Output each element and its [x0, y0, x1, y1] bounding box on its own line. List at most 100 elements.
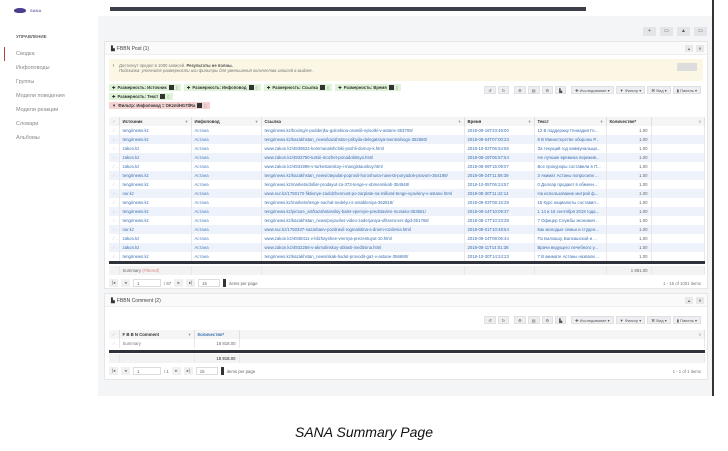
column-header[interactable]: F B B N Comment ▾ — [119, 330, 195, 339]
horizontal-scrollbar[interactable] — [109, 350, 705, 353]
close-button[interactable]: ✕ — [696, 45, 704, 52]
undo-button[interactable]: ↺ — [484, 316, 496, 324]
column-header[interactable]: Источник ▾ — [119, 117, 192, 126]
sidebar-item[interactable]: Модели реакции — [16, 107, 59, 113]
column-header[interactable]: Время ▾ — [464, 117, 535, 126]
table-row[interactable]: ✓ zakon.kz Астана www.zakon.kz/4939622-komm… — [109, 144, 705, 153]
row-checkbox[interactable]: ✓ — [109, 189, 120, 198]
filter-chip[interactable]: ▼ Фильтр: Инфоповод = OKzmlHG7tlRa ▯ — [109, 102, 210, 109]
filter-dropdown[interactable]: ▼ Фильтр ▾ — [615, 316, 646, 324]
dimension-chip[interactable]: ✚ Размерность: Источник ▯ — [109, 84, 181, 91]
table-button[interactable]: ▤ — [527, 316, 540, 324]
redo-button[interactable]: ↻ — [497, 316, 510, 324]
table-row[interactable]: ✓ tengrinews.kz Астана tengrinews.kz/market… — [109, 180, 705, 189]
remove-icon[interactable]: ▯ — [167, 94, 170, 99]
dimension-chip[interactable]: ✚ Размерность: Время ▯ — [335, 84, 402, 91]
next-page-button[interactable]: ▸ — [174, 279, 184, 287]
row-checkbox[interactable]: ✓ — [109, 198, 120, 207]
row-checkbox[interactable]: ✓ — [109, 126, 120, 135]
column-header[interactable]: Текст ▾ — [534, 117, 607, 126]
settings-button[interactable]: ⚙ — [514, 86, 526, 94]
column-header[interactable]: Количество* — [194, 330, 240, 339]
table-button[interactable]: ▤ — [527, 86, 540, 94]
last-page-button[interactable]: ▸| — [186, 279, 196, 287]
chart-button[interactable]: ▙ — [555, 316, 567, 324]
remove-icon[interactable]: ▯ — [395, 85, 399, 90]
view-dropdown[interactable]: ⌘ Вид ▾ — [647, 316, 671, 324]
close-button[interactable]: ✕ — [696, 297, 704, 304]
select-all-checkbox[interactable]: ✓ — [109, 117, 120, 126]
row-checkbox[interactable]: ✓ — [109, 216, 120, 225]
panel-dropdown[interactable]: ▮ Панель ▾ — [672, 86, 701, 94]
per-page-select[interactable]: 15 — [195, 367, 218, 375]
collapse-button[interactable]: ▴ — [685, 45, 693, 52]
filter-dropdown[interactable]: ▼ Фильтр ▾ — [615, 86, 646, 94]
settings-icon[interactable] — [197, 103, 203, 108]
settings-icon[interactable] — [319, 85, 325, 90]
table-row[interactable]: ✓ zakon.kz Астана www.zakon.kz/4932750-turt… — [109, 153, 705, 162]
settings-icon[interactable] — [388, 85, 394, 90]
next-page-button[interactable]: ▸ — [171, 367, 181, 375]
redo-button[interactable]: ↻ — [497, 86, 510, 94]
vertical-scrollbar[interactable] — [712, 0, 714, 396]
sidebar-item[interactable]: Словари — [16, 121, 39, 127]
table-row[interactable]: ✓ tengrinews.kz Астана tengrinews.kz/kazakh… — [109, 216, 705, 225]
per-page-select[interactable]: 15 — [198, 279, 221, 287]
dimension-chip[interactable]: ✚ Размерность: Ссылка ▯ — [263, 84, 333, 91]
table-row[interactable]: ✓ tengrinews.kz Астана tengrinews.kz/kazakh… — [109, 252, 705, 261]
select-all-checkbox[interactable]: ✓ — [109, 330, 120, 339]
column-menu-icon[interactable]: ≡ — [239, 330, 705, 339]
export-icon[interactable]: ▲ — [677, 27, 690, 36]
sidebar-item[interactable]: Модели поведения — [16, 93, 65, 99]
column-header[interactable]: Инфоповод ▾ — [191, 117, 262, 126]
sidebar-item[interactable]: Сводка — [4, 47, 98, 61]
row-checkbox[interactable]: ✓ — [109, 225, 120, 234]
options-button[interactable]: ⚙ — [541, 86, 554, 94]
undo-button[interactable]: ↺ — [484, 86, 496, 94]
page-input[interactable]: 1 — [133, 367, 161, 375]
print-icon[interactable]: ▭ — [694, 27, 707, 36]
view-dropdown[interactable]: ⌘ Вид ▾ — [647, 86, 671, 94]
table-row[interactable]: ✓ zakon.kz Астана www.zakon.kz/4932256-v-ak… — [109, 243, 705, 252]
row-checkbox[interactable]: ✓ — [109, 153, 120, 162]
table-row[interactable]: ✓ nur.kz Астана www.nur.kz/1750170-fiktivny… — [109, 189, 705, 198]
table-row[interactable]: ✓ zakon.kz Астана www.zakon.kz/4931996-v-tu… — [109, 162, 705, 171]
sidebar-item[interactable]: Инфоповоды — [16, 65, 50, 71]
dimension-chip[interactable]: ✚ Размерность: Текст ▯ — [109, 93, 173, 100]
column-menu-icon[interactable]: ≡ — [651, 117, 705, 126]
table-row[interactable]: ✓ tengrinews.kz Астана tengrinews.kz/market… — [109, 198, 705, 207]
first-page-button[interactable]: |◂ — [109, 279, 118, 287]
first-page-button[interactable]: |◂ — [109, 367, 118, 375]
remove-icon[interactable]: ▯ — [204, 103, 207, 108]
chart-button[interactable]: ▙ — [555, 86, 567, 94]
prev-page-button[interactable]: ◂ — [121, 367, 130, 375]
settings-button[interactable]: ⚙ — [514, 316, 526, 324]
prev-page-button[interactable]: ◂ — [121, 279, 130, 287]
explore-dropdown[interactable]: ✚ Исследование ▾ — [571, 86, 614, 94]
row-checkbox[interactable]: ✓ — [109, 180, 120, 189]
per-page-dropdown-icon[interactable] — [223, 279, 227, 287]
row-checkbox[interactable]: ✓ — [109, 162, 120, 171]
row-checkbox[interactable]: ✓ — [109, 234, 120, 243]
collapse-button[interactable]: ▴ — [685, 297, 693, 304]
per-page-dropdown-icon[interactable] — [220, 367, 224, 375]
row-checkbox[interactable]: ✓ — [109, 135, 120, 144]
dimension-chip[interactable]: ✚ Размерность: Инфоповод ▯ — [183, 84, 261, 91]
remove-icon[interactable]: ▯ — [175, 85, 178, 90]
warning-dismiss-button[interactable] — [677, 63, 697, 71]
page-input[interactable]: 1 — [133, 279, 161, 287]
column-header[interactable]: Ссылка ▾ — [261, 117, 465, 126]
table-row[interactable]: ✓ nur.kz Астана www.nur.kz/1750337-nazarbae… — [109, 225, 705, 234]
table-row[interactable]: ✓ tengrinews.kz Астана tengrinews.kz/boxing… — [109, 126, 705, 135]
row-checkbox[interactable]: ✓ — [109, 207, 120, 216]
column-header[interactable]: Количество* — [606, 117, 652, 126]
sidebar-item[interactable]: Группы — [16, 79, 35, 85]
row-checkbox[interactable]: ✓ — [109, 243, 120, 252]
table-row[interactable]: ✓ tengrinews.kz Астана tengrinews.kz/pictur… — [109, 207, 705, 216]
panel-dropdown[interactable]: ▮ Панель ▾ — [672, 316, 701, 324]
add-icon[interactable]: + — [643, 27, 656, 36]
horizontal-scrollbar[interactable] — [109, 261, 705, 264]
table-row[interactable]: ✓ zakon.kz Астана www.zakon.kz/4938411-v-bl… — [109, 234, 705, 243]
remove-icon[interactable]: ▯ — [255, 85, 258, 90]
settings-icon[interactable] — [248, 85, 254, 90]
